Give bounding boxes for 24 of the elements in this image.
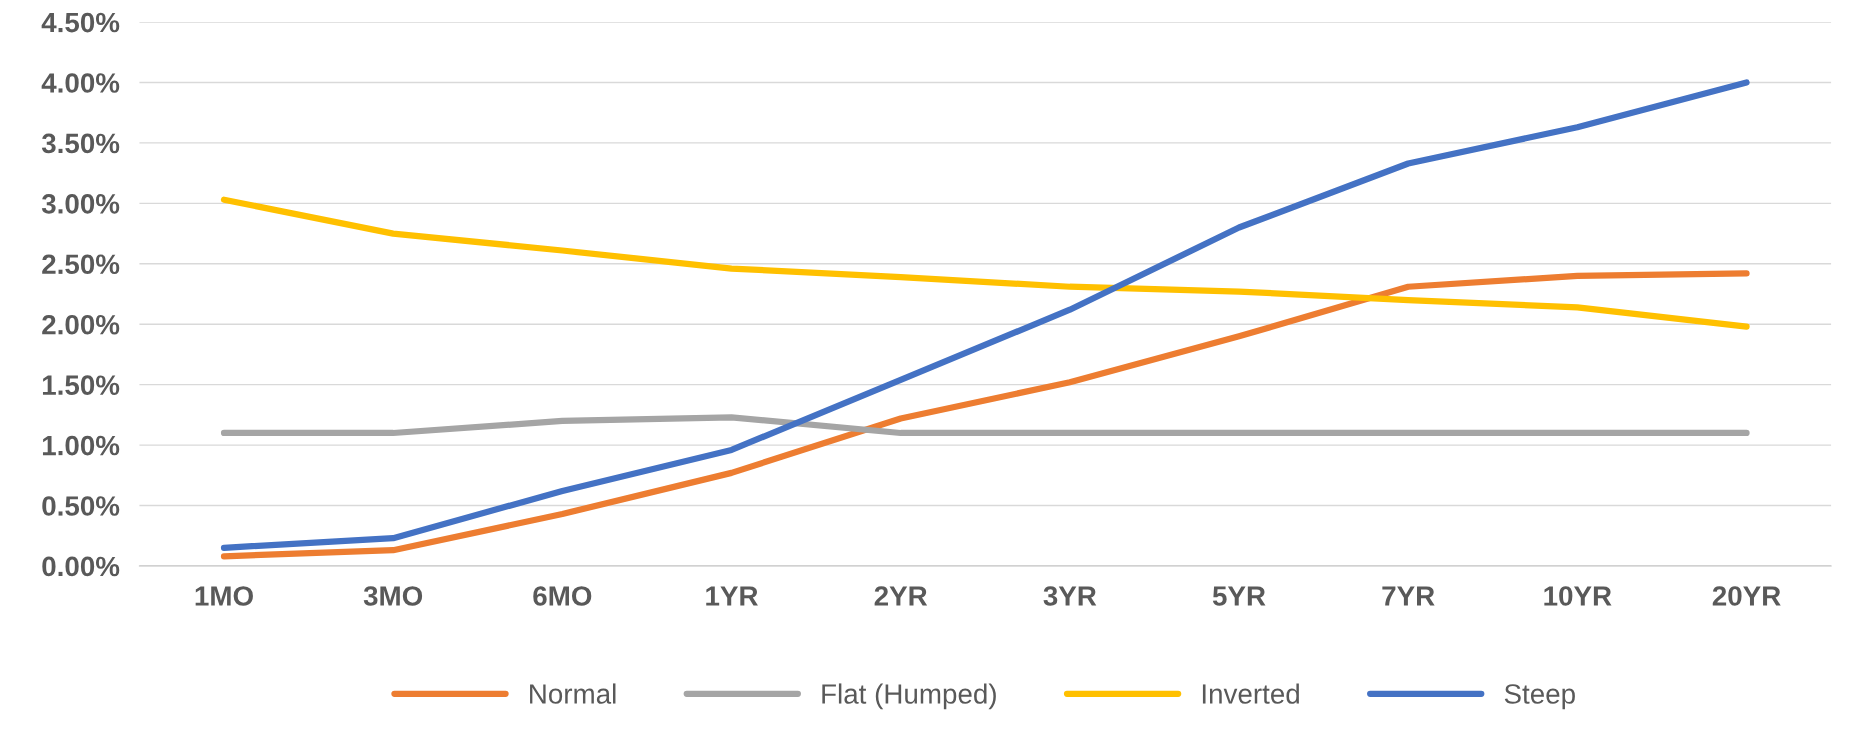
x-tick-label: 10YR (1544, 586, 1612, 606)
y-tick-label: 4.00% (41, 73, 120, 93)
x-tick-label: 7YR (1382, 586, 1435, 606)
y-tick-label: 3.00% (41, 194, 120, 214)
y-tick-label: 3.50% (41, 133, 120, 154)
legend-label: Normal (530, 683, 616, 704)
y-tick-label: 4.50% (41, 12, 120, 33)
x-tick-label: 3MO (363, 586, 423, 606)
y-tick-label: 0.50% (42, 496, 120, 516)
x-tick-label: 20YR (1712, 586, 1781, 606)
x-tick-label: 6MO (533, 586, 592, 606)
x-tick-label: 1MO (195, 586, 253, 606)
y-tick-label: 2.00% (42, 314, 120, 335)
x-tick-label: 2YR (874, 586, 928, 606)
legend-label: Inverted (1202, 683, 1299, 704)
y-tick-label: 1.50% (42, 375, 120, 395)
legend-label: Flat (Humped) (822, 683, 996, 710)
x-tick-label: 3YR (1043, 586, 1097, 606)
y-tick-label: 2.50% (42, 254, 120, 275)
y-tick-label: 0.00% (42, 556, 120, 577)
y-tick-label: 1.00% (42, 435, 120, 456)
x-tick-label: 1YR (706, 586, 758, 606)
x-tick-label: 5YR (1212, 586, 1266, 606)
legend-label: Steep (1504, 684, 1575, 710)
